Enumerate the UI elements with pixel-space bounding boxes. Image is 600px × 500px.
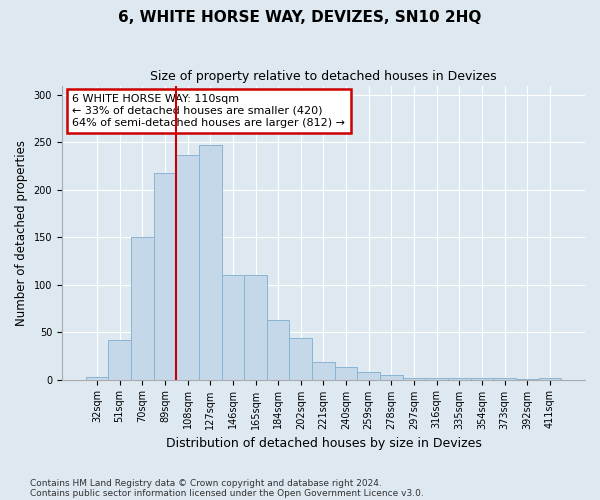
Bar — [425, 378, 448, 380]
Bar — [470, 378, 493, 380]
Bar — [516, 378, 539, 380]
Bar — [312, 362, 335, 380]
Bar — [221, 275, 244, 380]
Text: 6 WHITE HORSE WAY: 110sqm
← 33% of detached houses are smaller (420)
64% of semi: 6 WHITE HORSE WAY: 110sqm ← 33% of detac… — [73, 94, 346, 128]
Bar — [448, 378, 470, 380]
Bar — [403, 378, 425, 380]
Bar — [335, 367, 358, 380]
Bar — [539, 378, 561, 380]
Text: Contains public sector information licensed under the Open Government Licence v3: Contains public sector information licen… — [30, 488, 424, 498]
Bar — [380, 375, 403, 380]
Text: 6, WHITE HORSE WAY, DEVIZES, SN10 2HQ: 6, WHITE HORSE WAY, DEVIZES, SN10 2HQ — [118, 10, 482, 25]
Bar — [109, 340, 131, 380]
Text: Contains HM Land Registry data © Crown copyright and database right 2024.: Contains HM Land Registry data © Crown c… — [30, 478, 382, 488]
Title: Size of property relative to detached houses in Devizes: Size of property relative to detached ho… — [150, 70, 497, 83]
Bar — [176, 155, 199, 380]
Bar — [358, 372, 380, 380]
Bar — [154, 173, 176, 380]
Bar — [267, 320, 289, 380]
Bar — [244, 275, 267, 380]
X-axis label: Distribution of detached houses by size in Devizes: Distribution of detached houses by size … — [166, 437, 481, 450]
Bar — [289, 338, 312, 380]
Bar — [86, 376, 109, 380]
Y-axis label: Number of detached properties: Number of detached properties — [15, 140, 28, 326]
Bar — [131, 238, 154, 380]
Bar — [493, 378, 516, 380]
Bar — [199, 146, 221, 380]
